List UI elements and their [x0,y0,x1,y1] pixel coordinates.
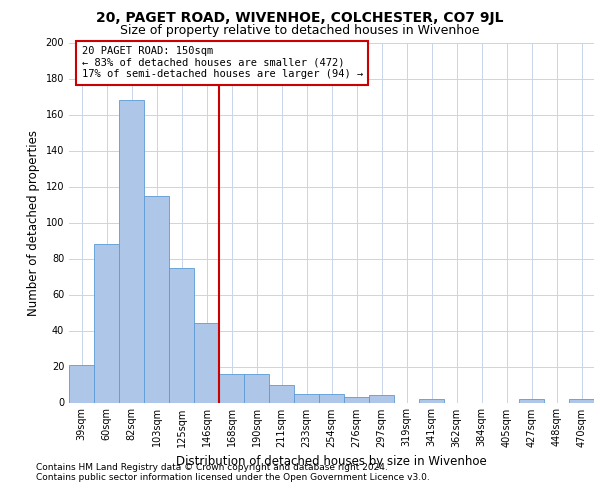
Text: 20 PAGET ROAD: 150sqm
← 83% of detached houses are smaller (472)
17% of semi-det: 20 PAGET ROAD: 150sqm ← 83% of detached … [82,46,363,80]
Y-axis label: Number of detached properties: Number of detached properties [27,130,40,316]
Bar [294,394,319,402]
Bar [269,384,294,402]
Bar [344,397,369,402]
Bar [219,374,244,402]
Text: Size of property relative to detached houses in Wivenhoe: Size of property relative to detached ho… [120,24,480,37]
Bar [369,396,394,402]
Bar [319,394,344,402]
Bar [519,399,544,402]
Bar [244,374,269,402]
X-axis label: Distribution of detached houses by size in Wivenhoe: Distribution of detached houses by size … [176,455,487,468]
Text: Contains HM Land Registry data © Crown copyright and database right 2024.: Contains HM Land Registry data © Crown c… [36,462,388,471]
Bar [144,196,169,402]
Text: Contains public sector information licensed under the Open Government Licence v3: Contains public sector information licen… [36,472,430,482]
Text: 20, PAGET ROAD, WIVENHOE, COLCHESTER, CO7 9JL: 20, PAGET ROAD, WIVENHOE, COLCHESTER, CO… [96,11,504,25]
Bar [94,244,119,402]
Bar [419,399,444,402]
Bar [69,364,94,403]
Bar [569,399,594,402]
Bar [194,324,219,402]
Bar [119,100,144,402]
Bar [169,268,194,402]
